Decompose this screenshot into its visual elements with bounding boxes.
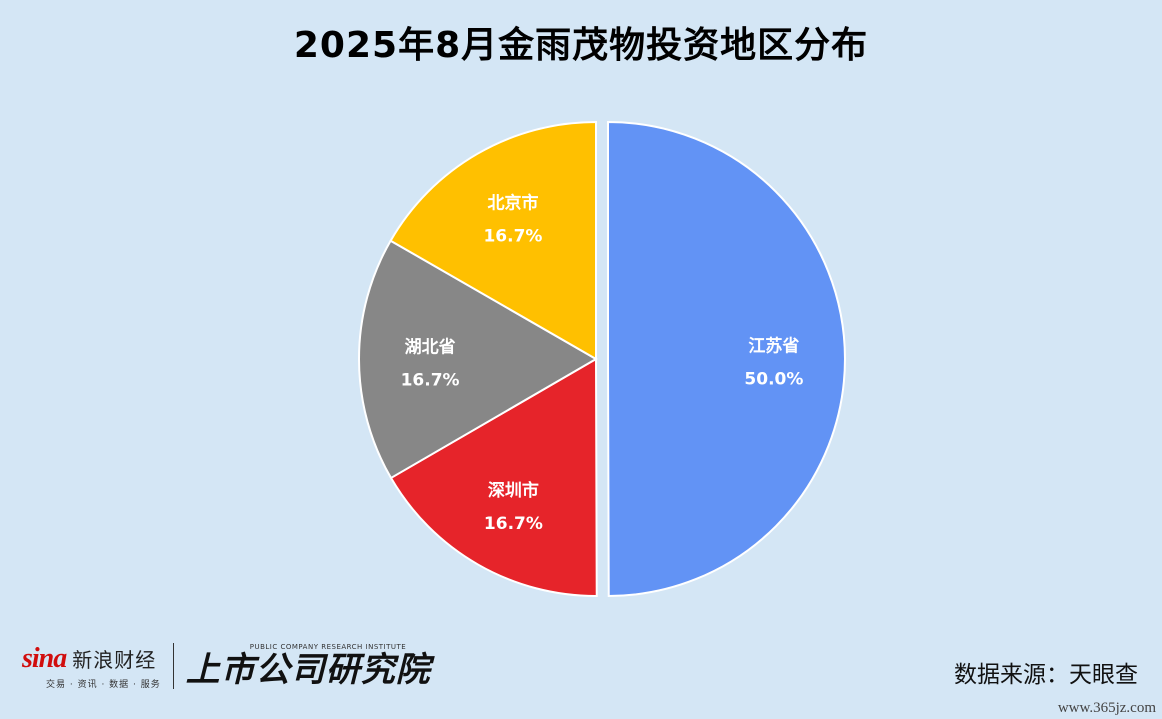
institute-english-name: PUBLIC COMPANY RESEARCH INSTITUTE	[249, 643, 407, 651]
pie-labels: 江苏省 50.0% 深圳市 16.7% 湖北省 16.7% 北京市 16.7%	[401, 192, 804, 534]
watermark: www.365jz.com	[1057, 700, 1156, 716]
footer-logos: sina 新浪财经 交易 · 资讯 · 数据 · 服务 PUBLIC COMPA…	[22, 638, 431, 694]
slice-category-label: 深圳市	[488, 480, 539, 501]
slice-category-label: 北京市	[487, 192, 538, 213]
institute-chinese-name: 上市公司研究院	[185, 650, 431, 690]
pie-slice-2	[389, 357, 598, 597]
footer-divider	[172, 643, 174, 689]
pie-slices	[358, 120, 847, 597]
slice-percent-label: 50.0%	[744, 370, 803, 390]
sina-tagline: 交易 · 资讯 · 数据 · 服务	[46, 679, 161, 690]
slice-category-label: 湖北省	[405, 336, 456, 357]
slice-category-label: 江苏省	[748, 336, 799, 357]
research-institute-logo: PUBLIC COMPANY RESEARCH INSTITUTE 上市公司研究…	[186, 643, 431, 689]
sina-wordmark: sina	[22, 642, 67, 674]
pie-slice-4	[389, 120, 597, 361]
pie-slice-1	[607, 120, 847, 597]
sina-finance-text: 新浪财经	[72, 647, 157, 672]
slice-percent-label: 16.7%	[483, 226, 542, 246]
pie-slice-3	[358, 239, 598, 480]
slice-percent-label: 16.7%	[401, 370, 460, 390]
chart-title: 2025年8月金雨茂物投资地区分布	[293, 25, 869, 66]
data-source: 数据来源：天眼查	[954, 662, 1138, 688]
slice-percent-label: 16.7%	[484, 514, 543, 534]
sina-finance-logo: sina 新浪财经 交易 · 资讯 · 数据 · 服务	[22, 643, 161, 690]
